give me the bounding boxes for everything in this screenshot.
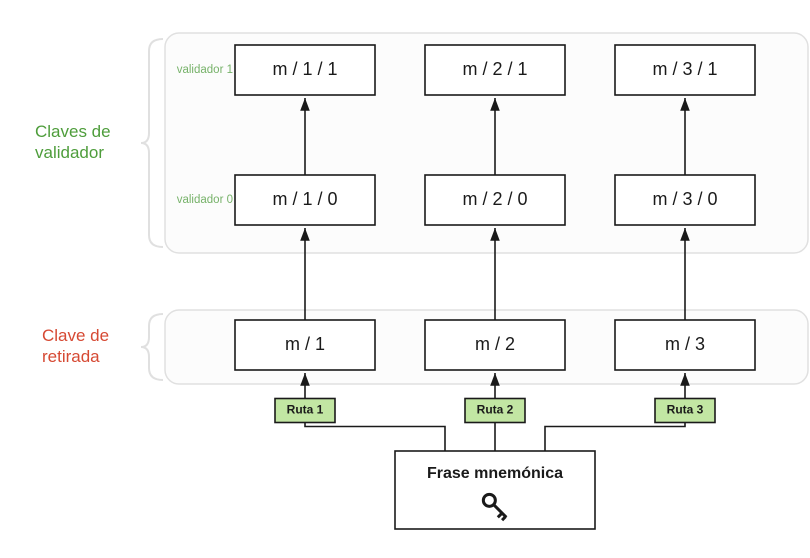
text-withdrawal-1: m / 2 xyxy=(475,334,515,354)
text-line: retirada xyxy=(42,347,100,366)
label-clave-retirada: Clave de retirada xyxy=(42,325,109,368)
label-validador-1: validador 1 xyxy=(177,64,233,76)
text-v0-2: m / 3 / 0 xyxy=(652,189,717,209)
text-root: Frase mnemónica xyxy=(427,465,563,482)
text-line: Clave de xyxy=(42,326,109,345)
text-ruta-1: Ruta 2 xyxy=(477,403,514,417)
text-v0-0: m / 1 / 0 xyxy=(272,189,337,209)
text-withdrawal-2: m / 3 xyxy=(665,334,705,354)
text-v0-1: m / 2 / 0 xyxy=(462,189,527,209)
text-line: Claves de xyxy=(35,122,111,141)
text-ruta-0: Ruta 1 xyxy=(287,403,324,417)
text-v1-1: m / 2 / 1 xyxy=(462,59,527,79)
text-v1-2: m / 3 / 1 xyxy=(652,59,717,79)
node-root xyxy=(395,451,595,529)
diagram-svg: validador 1 validador 0 m / 1 / 1 m / 1 / 0… xyxy=(0,0,810,558)
text-withdrawal-0: m / 1 xyxy=(285,334,325,354)
label-validador-0: validador 0 xyxy=(177,194,233,206)
text-ruta-2: Ruta 3 xyxy=(667,403,704,417)
label-claves-validador: Claves de validador xyxy=(35,121,111,164)
text-line: validador xyxy=(35,143,104,162)
text-v1-0: m / 1 / 1 xyxy=(272,59,337,79)
